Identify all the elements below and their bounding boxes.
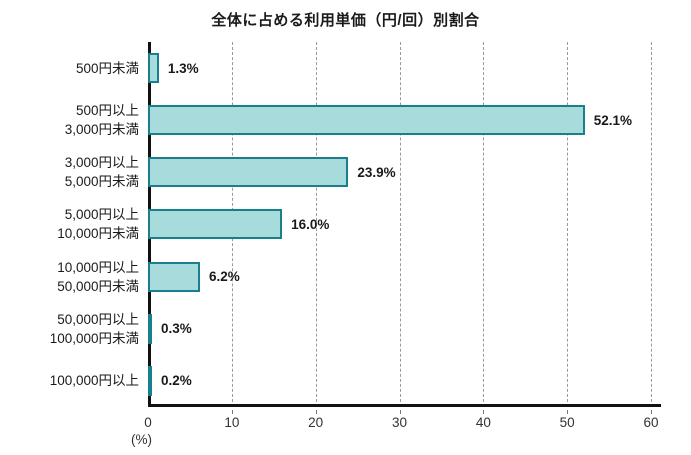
x-tick-label: 0: [144, 415, 152, 430]
bar-track: 52.1%: [148, 94, 651, 146]
category-label: 10,000円以上 50,000円未満: [57, 259, 139, 294]
x-tick-mark: [483, 410, 485, 414]
x-tick-mark: [651, 410, 652, 414]
x-tick-label: 20: [308, 415, 324, 430]
bar-value-label: 0.2%: [161, 373, 192, 389]
category-label: 500円未満: [75, 60, 139, 76]
x-axis-unit-label: (%): [131, 432, 152, 447]
x-tick-label: 60: [643, 415, 659, 430]
bar-track: 6.2%: [148, 251, 651, 303]
x-tick-label: 10: [224, 415, 240, 430]
bar: [148, 313, 152, 344]
category-label: 500円以上 3,000円未満: [64, 103, 139, 138]
bar: [148, 53, 159, 84]
chart-title: 全体に占める利用単価（円/回）別割合: [211, 12, 480, 29]
category-label: 50,000円以上 100,000円未満: [49, 311, 139, 346]
x-tick-label: 50: [559, 415, 575, 430]
bar-value-label: 0.3%: [161, 321, 192, 337]
category-label: 100,000円以上: [49, 373, 139, 389]
bar-value-label: 1.3%: [167, 60, 199, 76]
x-axis: 0 10 20 30 40 50 60: [144, 410, 659, 450]
bar-rows: 500円未満 1.3% 500円以上 3,000円未満 52.1% 3,000円以上 5…: [0, 42, 691, 407]
bar: [148, 261, 200, 292]
category-label: 3,000円以上 5,000円未満: [64, 155, 139, 190]
bar-row: 100,000円以上 0.2%: [0, 355, 691, 407]
gridline: [315, 42, 317, 407]
bar: [148, 157, 349, 188]
gridline: [651, 42, 652, 407]
x-tick-label: 30: [391, 415, 408, 430]
bar: [148, 209, 283, 240]
bar-row: 500円未満 1.3%: [0, 42, 691, 94]
x-tick-mark: [399, 410, 401, 414]
x-tick-mark: [567, 410, 569, 414]
bar-row: 50,000円以上 100,000円未満 0.3%: [0, 303, 691, 355]
gridline: [567, 42, 569, 407]
bar-row: 3,000円以上 5,000円未満 23.9%: [0, 146, 691, 198]
bar-row: 500円以上 3,000円未満 52.1%: [0, 94, 691, 146]
bar: [148, 365, 152, 396]
bar-value-label: 6.2%: [208, 269, 240, 285]
bar-track: 16.0%: [148, 198, 651, 250]
gridline: [483, 42, 485, 407]
bar-value-label: 16.0%: [291, 216, 330, 232]
x-tick-mark: [315, 410, 317, 414]
bar-track: 0.3%: [148, 303, 651, 355]
bar-row: 10,000円以上 50,000円未満 6.2%: [0, 251, 691, 303]
bar-value-label: 23.9%: [357, 164, 396, 180]
category-label: 5,000円以上 10,000円未満: [57, 207, 139, 242]
bar-row: 5,000円以上 10,000円未満 16.0%: [0, 198, 691, 250]
bar-track: 0.2%: [148, 355, 651, 407]
bar-value-label: 52.1%: [593, 112, 633, 128]
bar-track: 23.9%: [148, 146, 651, 198]
bar: [148, 105, 585, 136]
x-tick-mark: [231, 410, 233, 414]
x-tick-label: 40: [475, 415, 491, 430]
gridline: [399, 42, 401, 407]
bar-track: 1.3%: [148, 42, 651, 94]
